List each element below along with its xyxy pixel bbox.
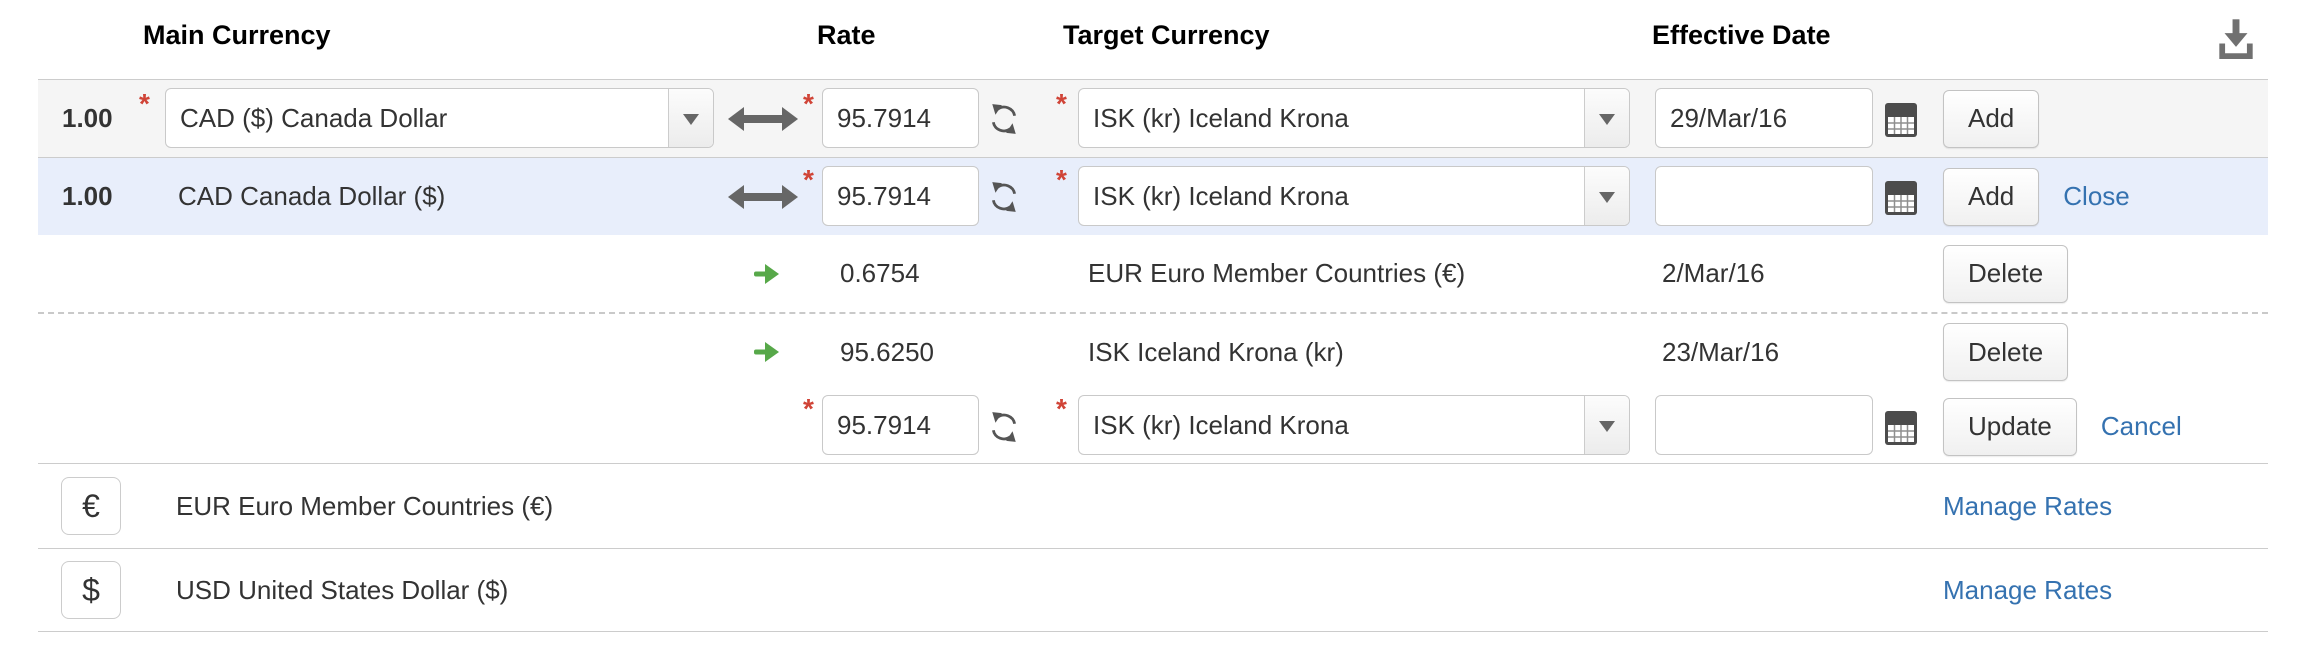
calendar-icon[interactable] bbox=[1884, 80, 1918, 157]
double-arrow-icon bbox=[728, 158, 798, 235]
chevron-down-icon[interactable] bbox=[668, 89, 713, 147]
rate-history-row: 95.6250 ISK Iceland Krona (kr) 23/Mar/16… bbox=[38, 312, 2268, 390]
effective-date-input[interactable] bbox=[1655, 395, 1873, 455]
base-amount: 1.00 bbox=[62, 181, 113, 211]
target-currency-select-value: ISK (kr) Iceland Krona bbox=[1093, 180, 1349, 211]
calendar-icon[interactable] bbox=[1884, 390, 1918, 463]
double-arrow-icon bbox=[728, 80, 798, 157]
history-currency-label: EUR Euro Member Countries (€) bbox=[1088, 258, 1466, 288]
target-currency-select[interactable]: ISK (kr) Iceland Krona bbox=[1078, 395, 1630, 455]
column-header-target-currency: Target Currency bbox=[1063, 20, 1270, 50]
effective-date-input[interactable] bbox=[1655, 166, 1873, 226]
refresh-icon[interactable] bbox=[988, 158, 1020, 235]
cancel-link[interactable]: Cancel bbox=[2100, 411, 2182, 441]
required-asterisk: * bbox=[1056, 393, 1067, 424]
delete-button[interactable]: Delete bbox=[1943, 323, 2069, 381]
manage-rates-link[interactable]: Manage Rates bbox=[1943, 574, 2113, 605]
required-asterisk: * bbox=[803, 164, 814, 195]
expanded-rate-row: 1.00 CAD Canada Dollar ($) * * ISK (kr) … bbox=[38, 158, 2268, 235]
history-effective-date: 23/Mar/16 bbox=[1662, 336, 1780, 367]
required-asterisk: * bbox=[803, 88, 814, 119]
green-right-arrow-icon bbox=[753, 235, 780, 312]
target-currency-select-value: ISK (kr) Iceland Krona bbox=[1093, 102, 1349, 133]
currency-symbol-badge: $ bbox=[61, 561, 121, 619]
history-currency-label: ISK Iceland Krona (kr) bbox=[1088, 336, 1344, 367]
base-amount: 1.00 bbox=[62, 103, 113, 133]
update-button[interactable]: Update bbox=[1943, 397, 2077, 456]
chevron-down-icon[interactable] bbox=[1584, 89, 1629, 147]
column-header-main-currency: Main Currency bbox=[143, 20, 331, 50]
required-asterisk: * bbox=[139, 88, 150, 119]
close-link[interactable]: Close bbox=[2063, 181, 2130, 211]
chevron-down-icon[interactable] bbox=[1584, 167, 1629, 225]
currency-name-label: EUR Euro Member Countries (€) bbox=[176, 490, 554, 521]
main-currency-label: CAD Canada Dollar ($) bbox=[178, 181, 446, 211]
delete-button[interactable]: Delete bbox=[1943, 244, 2069, 303]
currency-row: € EUR Euro Member Countries (€) Manage R… bbox=[38, 463, 2268, 548]
required-asterisk: * bbox=[1056, 88, 1067, 119]
effective-date-input[interactable] bbox=[1655, 88, 1873, 148]
target-currency-select[interactable]: ISK (kr) Iceland Krona bbox=[1078, 88, 1630, 148]
required-asterisk: * bbox=[1056, 164, 1067, 195]
update-rate-row: * * ISK (kr) Iceland Krona Update Cancel bbox=[38, 390, 2268, 463]
refresh-icon[interactable] bbox=[988, 390, 1020, 463]
green-right-arrow-icon bbox=[753, 314, 780, 390]
history-effective-date: 2/Mar/16 bbox=[1662, 258, 1765, 288]
currency-row: $ USD United States Dollar ($) Manage Ra… bbox=[38, 548, 2268, 632]
rate-input[interactable] bbox=[822, 395, 979, 455]
calendar-icon[interactable] bbox=[1884, 158, 1918, 235]
currency-symbol-badge: € bbox=[61, 477, 121, 535]
add-rate-row: 1.00 * CAD ($) Canada Dollar * * ISK (kr… bbox=[38, 79, 2268, 158]
rate-input[interactable] bbox=[822, 166, 979, 226]
refresh-icon[interactable] bbox=[988, 80, 1020, 157]
column-header-rate: Rate bbox=[817, 20, 876, 50]
rate-history-row: 0.6754 EUR Euro Member Countries (€) 2/M… bbox=[38, 235, 2268, 312]
required-asterisk: * bbox=[803, 393, 814, 424]
target-currency-select[interactable]: ISK (kr) Iceland Krona bbox=[1078, 166, 1630, 226]
target-currency-select-value: ISK (kr) Iceland Krona bbox=[1093, 409, 1349, 440]
add-button[interactable]: Add bbox=[1943, 167, 2040, 226]
manage-rates-link[interactable]: Manage Rates bbox=[1943, 490, 2113, 521]
main-currency-select-value: CAD ($) Canada Dollar bbox=[180, 102, 448, 133]
currency-name-label: USD United States Dollar ($) bbox=[176, 574, 509, 605]
rate-input[interactable] bbox=[822, 88, 979, 148]
add-button[interactable]: Add bbox=[1943, 89, 2040, 148]
chevron-down-icon[interactable] bbox=[1584, 396, 1629, 454]
history-rate-value: 0.6754 bbox=[840, 258, 920, 288]
download-icon[interactable] bbox=[2210, 14, 2262, 66]
main-currency-select[interactable]: CAD ($) Canada Dollar bbox=[165, 88, 714, 148]
column-header-effective-date: Effective Date bbox=[1652, 20, 1831, 50]
history-rate-value: 95.6250 bbox=[840, 336, 934, 367]
